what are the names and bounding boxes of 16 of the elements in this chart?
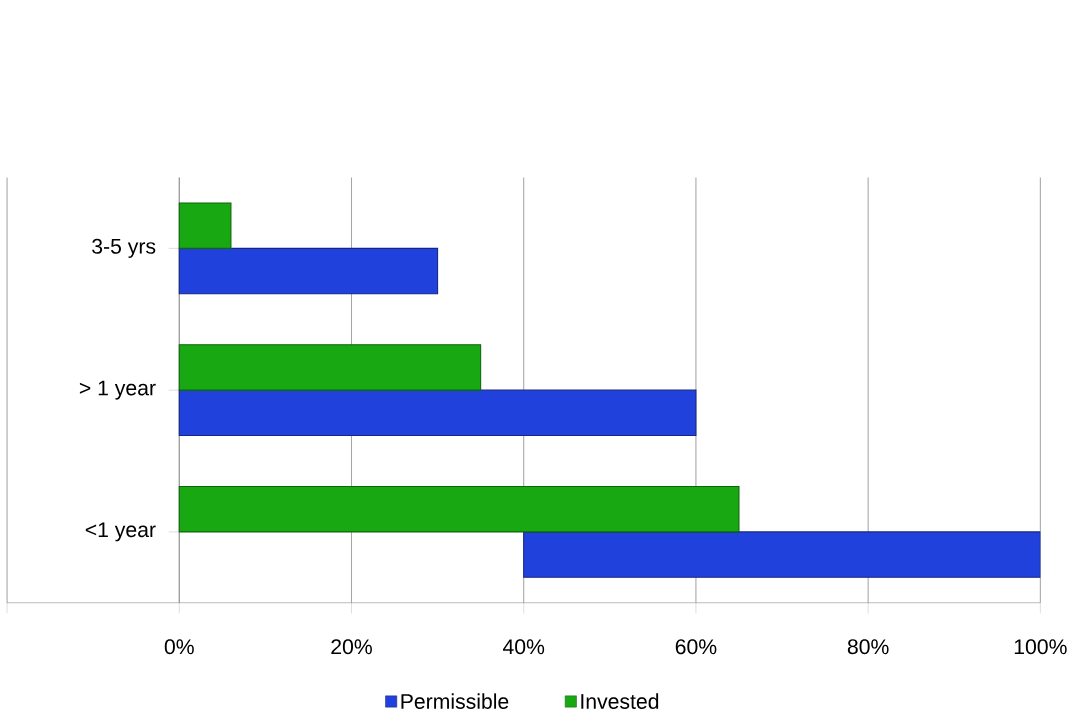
bar [178,485,740,533]
y-tick-label: 3-5 yrs [92,238,156,258]
bar [178,202,232,249]
bar [178,247,439,295]
y-tick-label: > 1 year [79,380,156,400]
legend-label: Permissible [401,693,509,709]
y-tick-label: <1 year [85,522,156,542]
x-tick-label: 40% [502,639,545,655]
bar [178,389,697,436]
x-tick-label: 20% [331,639,372,655]
bar [178,344,482,391]
x-tick-label: 100% [1014,639,1067,655]
x-tick-label: 60% [675,639,717,655]
legend-label: Invested [581,693,659,709]
x-tick-label: 80% [847,639,889,655]
x-tick-label: 0% [164,639,194,655]
